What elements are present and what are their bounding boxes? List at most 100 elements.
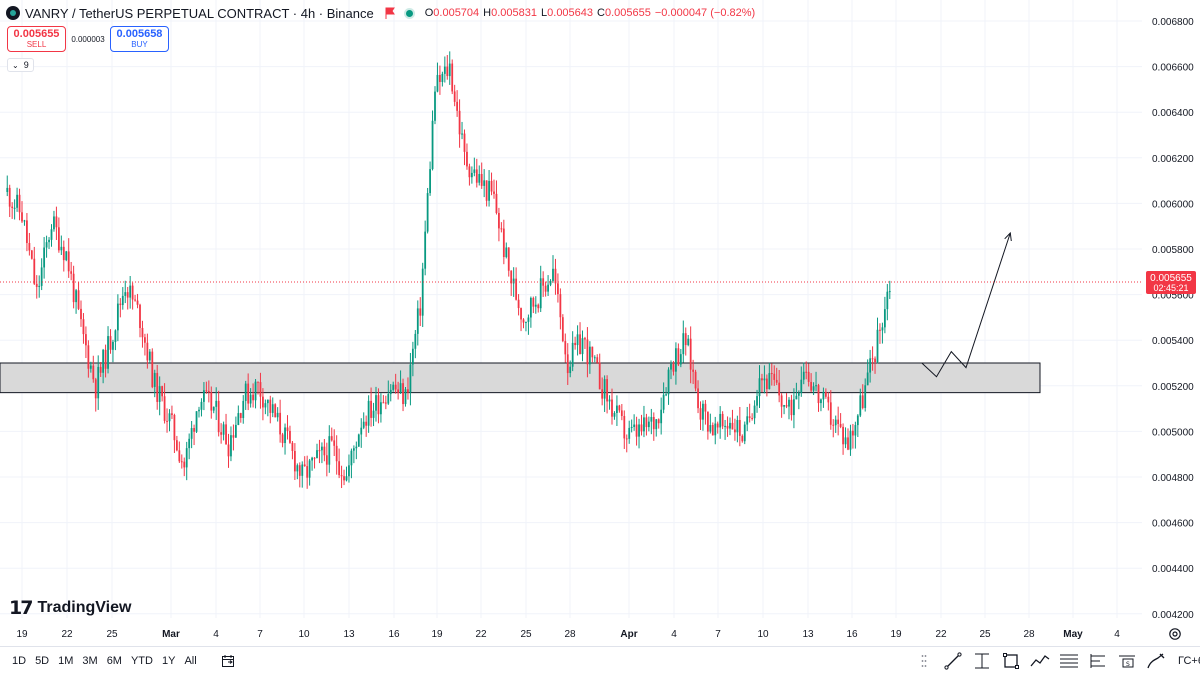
candle-body — [869, 358, 872, 373]
buy-button[interactable]: 0.005658 BUY — [110, 26, 169, 52]
candle-body — [861, 395, 864, 408]
range-button-1d[interactable]: 1D — [12, 655, 27, 667]
candle-body — [679, 354, 682, 365]
candle-body — [397, 389, 400, 393]
candle-body — [99, 366, 102, 373]
candle-body — [298, 465, 301, 476]
symbol-title[interactable]: VANRY / TetherUS PERPETUAL CONTRACT · 4h… — [25, 5, 374, 21]
candle-body — [436, 74, 439, 92]
brush-icon[interactable] — [1145, 650, 1167, 672]
candle-body — [200, 401, 203, 410]
candle-body — [153, 372, 156, 387]
candle-body — [116, 303, 119, 331]
candle-body — [207, 390, 210, 393]
support-zone-layer[interactable] — [0, 362, 1041, 394]
fib-icon[interactable] — [971, 650, 993, 672]
candle-body — [80, 308, 82, 320]
candle-body — [883, 309, 886, 328]
candle-body — [262, 396, 264, 408]
candle-body — [372, 410, 375, 418]
candle-body — [399, 383, 402, 393]
candle-body — [844, 437, 847, 445]
low-label: L — [541, 7, 548, 19]
candle-body — [711, 425, 714, 436]
open-value: 0.005704 — [433, 7, 480, 19]
candle-body — [839, 423, 842, 427]
candle-body — [448, 63, 451, 77]
range-button-1y[interactable]: 1Y — [161, 655, 176, 667]
candle-body — [232, 435, 235, 438]
long-position-icon[interactable] — [1087, 650, 1109, 672]
range-button-3m[interactable]: 3M — [82, 655, 98, 667]
candle-body — [721, 413, 724, 427]
trade-panel: 0.005655 SELL 0.000003 0.005658 BUY — [7, 26, 169, 52]
rectangle-icon[interactable] — [1000, 650, 1022, 672]
candle-body — [539, 278, 542, 309]
candle-body — [581, 338, 584, 355]
candle-body — [35, 283, 38, 287]
candle-body — [220, 432, 223, 435]
candle-body — [13, 207, 16, 209]
range-button-all[interactable]: All — [184, 655, 197, 667]
candle-body — [249, 394, 252, 404]
candle-body — [242, 400, 245, 419]
indicators-toggle[interactable]: ⌄ 9 — [7, 58, 34, 72]
candle-body — [716, 423, 719, 428]
projection-path-layer[interactable] — [921, 231, 1012, 378]
range-button-1m[interactable]: 1M — [58, 655, 74, 667]
candle-body — [62, 246, 65, 261]
horizontal-gridlines — [0, 20, 1142, 615]
projection-path[interactable] — [921, 232, 1011, 378]
candle-body — [502, 228, 505, 258]
candle-body — [254, 381, 257, 401]
candle-body — [770, 373, 773, 375]
candle-body — [131, 285, 134, 300]
range-button-5d[interactable]: 5D — [35, 655, 50, 667]
candle-body — [151, 351, 154, 387]
short-position-icon[interactable]: S — [1116, 650, 1138, 672]
trend-line-icon[interactable] — [942, 650, 964, 672]
candle-body — [104, 349, 107, 369]
candle-body — [247, 383, 250, 404]
candle-body — [85, 334, 87, 346]
candle-body — [367, 400, 370, 426]
gear-icon[interactable] — [1168, 627, 1182, 641]
sell-button[interactable]: 0.005655 SELL — [7, 26, 66, 52]
candle-body — [431, 120, 434, 170]
candle-body — [50, 229, 53, 240]
candle-body — [234, 424, 237, 438]
channel-icon[interactable] — [1058, 650, 1080, 672]
time-tick-label: 13 — [802, 629, 814, 640]
candle-body — [746, 416, 749, 425]
time-tick-label: 25 — [520, 629, 532, 640]
candle-body — [736, 420, 739, 433]
candle-body — [847, 437, 849, 450]
candle-body — [822, 391, 825, 400]
candle-body — [807, 371, 810, 382]
candle-body — [60, 246, 63, 251]
range-button-6m[interactable]: 6M — [106, 655, 122, 667]
flag-icon[interactable] — [384, 7, 396, 19]
path-icon[interactable] — [1029, 650, 1051, 672]
handle-icon[interactable] — [913, 650, 935, 672]
candle-body — [633, 424, 636, 427]
timezone-label[interactable]: ГС+6 — [1178, 655, 1200, 667]
candle-body — [613, 412, 616, 417]
candle-body — [350, 450, 353, 466]
candle-body — [729, 422, 731, 429]
candle-body — [389, 389, 392, 395]
candle-body — [266, 399, 269, 404]
calendar-icon[interactable] — [221, 654, 235, 668]
candle-body — [480, 173, 483, 186]
candle-body — [815, 385, 817, 387]
bottom-toolbar: 1D 5D 1M 3M 6M YTD 1Y All — [0, 646, 1200, 675]
candle-body — [443, 66, 446, 74]
sell-price: 0.005655 — [13, 28, 60, 41]
time-axis[interactable]: 19 22 25 Mar 4 7 10 13 16 19 22 25 28 Apr 4 7 10 13 16 19 22… — [16, 629, 1120, 640]
price-tick-label: 0.006600 — [1152, 63, 1194, 74]
range-button-ytd[interactable]: YTD — [130, 655, 153, 667]
price-axis[interactable]: 0.006800 0.006600 0.006400 0.006200 0.006000… — [1146, 17, 1196, 621]
support-zone-rectangle[interactable] — [0, 362, 1041, 394]
candle-body — [500, 228, 503, 230]
